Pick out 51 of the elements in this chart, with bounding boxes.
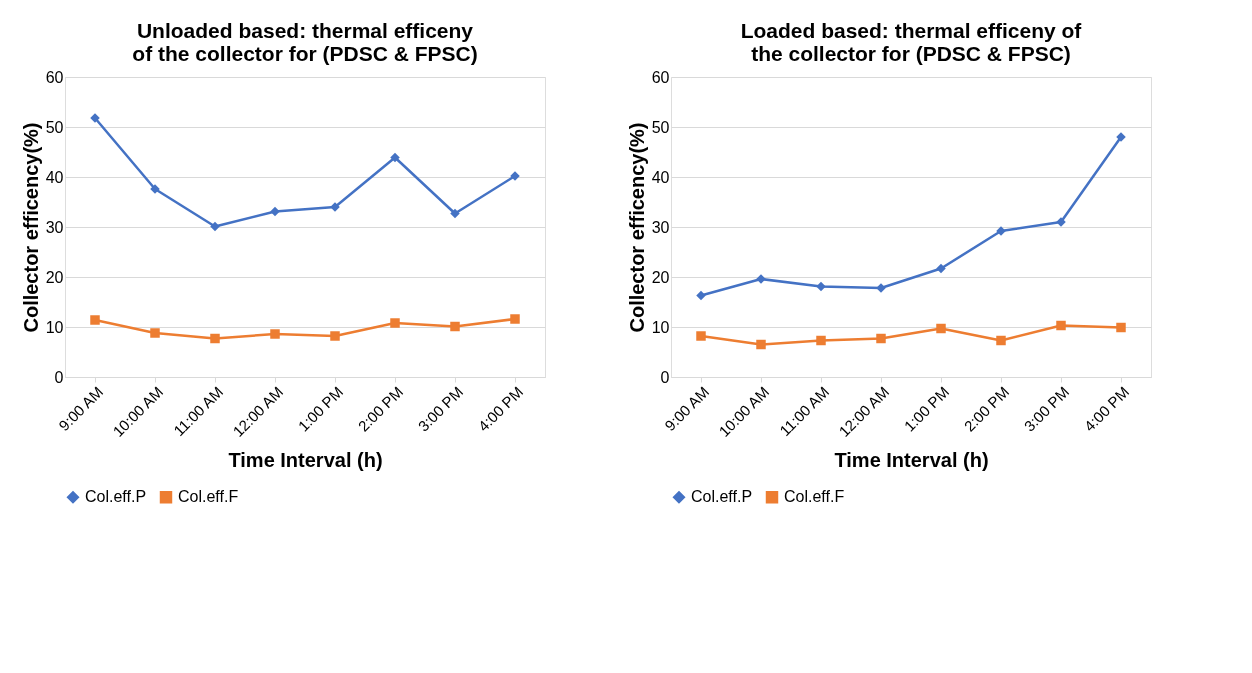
y-tick-label: 0: [660, 368, 670, 386]
y-tick-label: 30: [651, 218, 670, 236]
point: [816, 281, 826, 292]
legend-label: Col.eff.F: [784, 488, 845, 506]
y-axis-title: Collector efficency(%): [625, 122, 648, 333]
y-tick-label: 60: [651, 68, 670, 86]
point: [270, 206, 280, 217]
point: [450, 321, 460, 332]
point: [90, 315, 100, 325]
point: [270, 329, 280, 339]
chart-title: Unloaded based: thermal efficeny of the collector for (PDSC & FPSC): [132, 19, 478, 65]
legend-label: Col.eff.P: [85, 488, 147, 506]
point: [936, 263, 946, 274]
y-tick-label: 10: [45, 318, 64, 336]
legend-label: Col.eff.F: [178, 488, 239, 506]
point: [510, 314, 520, 324]
point: [996, 335, 1006, 346]
x-tick-label: 3:00 PM: [414, 383, 467, 435]
y-tick-label: 60: [45, 68, 64, 86]
x-axis-title: Time Interval (h): [228, 448, 383, 471]
point: [1116, 322, 1126, 333]
point: [1056, 320, 1066, 331]
point: [150, 328, 160, 338]
point: [450, 208, 460, 219]
point: [390, 152, 400, 163]
y-tick-label: 10: [651, 318, 670, 336]
y-tick-label: 40: [45, 168, 64, 186]
chart-title: Loaded based: thermal efficeny of the collector for (PDSC & FPSC): [740, 19, 1083, 65]
point: [876, 333, 886, 344]
y-tick-label: 0: [54, 368, 64, 386]
y-tick-label: 50: [651, 118, 670, 136]
point: [330, 331, 340, 341]
point: [756, 339, 766, 350]
y-tick-label: 20: [651, 268, 670, 286]
point: [210, 221, 220, 232]
x-tick-label: 3:00 PM: [1020, 383, 1073, 435]
x-tick-label: 4:00 PM: [474, 383, 527, 435]
y-tick-label: 40: [651, 168, 670, 186]
point: [936, 323, 946, 334]
point: [390, 318, 400, 328]
legend-label: Col.eff.P: [691, 488, 753, 506]
point: [696, 290, 706, 301]
y-axis-title: Collector efficency(%): [19, 122, 42, 333]
x-axis-title: Time Interval (h): [834, 448, 989, 471]
y-tick-label: 50: [45, 118, 64, 136]
x-tick-label: 4:00 PM: [1080, 383, 1133, 435]
point: [816, 335, 826, 346]
point: [210, 333, 220, 344]
point: [696, 331, 706, 341]
y-tick-label: 20: [45, 268, 64, 286]
y-tick-label: 30: [45, 218, 64, 236]
